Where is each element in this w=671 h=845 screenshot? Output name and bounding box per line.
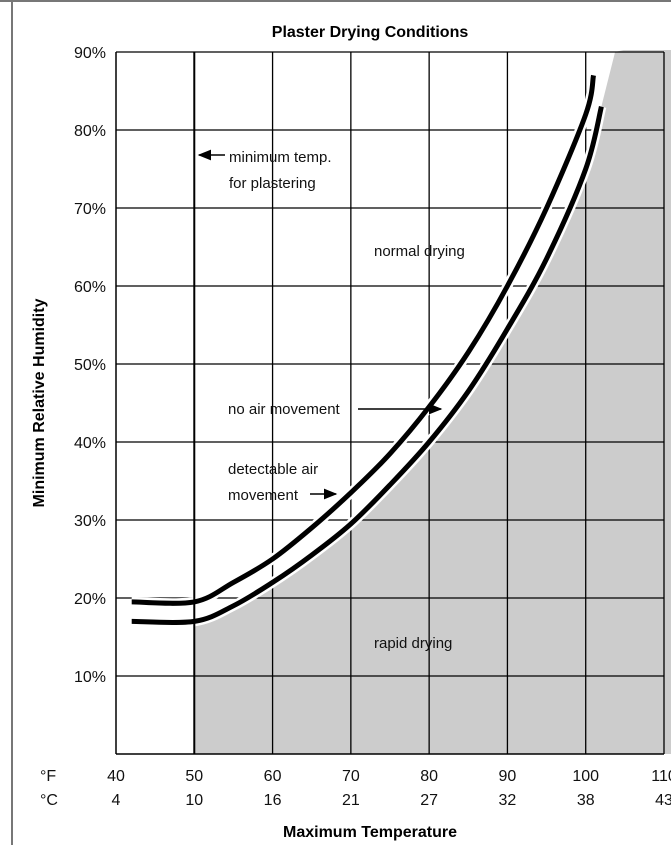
y-tick-label: 70% (74, 201, 106, 218)
annotation-normal-drying: normal drying (374, 243, 465, 260)
x-tick-label-f: 110 (651, 768, 671, 785)
y-tick-label: 10% (74, 669, 106, 686)
annotation-no-air-movement: no air movement (228, 401, 341, 418)
rapid-drying-region (194, 50, 671, 754)
x-tick-label-c: 21 (342, 792, 360, 809)
x-tick-label-c: 27 (420, 792, 438, 809)
x-tick-label-c: 4 (112, 792, 121, 809)
frame-top-border (0, 0, 671, 2)
chart-title: Plaster Drying Conditions (272, 24, 469, 41)
y-tick-label: 50% (74, 357, 106, 374)
y-tick-label: 20% (74, 591, 106, 608)
x-tick-label-f: 100 (572, 768, 599, 785)
x-tick-label-c: 16 (264, 792, 282, 809)
annotation-rapid-drying: rapid drying (374, 635, 452, 652)
annotation-min-temp-line-1: minimum temp. (229, 149, 332, 166)
x-tick-label-c: 32 (499, 792, 517, 809)
x-tick-label-c: 43 (655, 792, 671, 809)
series-line-detectable-air-movement (131, 105, 604, 626)
x-tick-label-c: 38 (577, 792, 595, 809)
series-layer (131, 74, 607, 628)
y-tick-labels: 10% 20% 30% 40% 50% 60% 70% 80% 90% (74, 45, 106, 686)
y-axis-title: Minimum Relative Humidity (31, 298, 48, 507)
x-tick-label-f: 90 (499, 768, 517, 785)
frame-left-border (11, 0, 13, 845)
y-tick-label: 60% (74, 279, 106, 296)
y-tick-label: 40% (74, 435, 106, 452)
x-tick-label-f: 80 (420, 768, 438, 785)
annotation-min-temp-line-2: for plastering (229, 175, 316, 192)
x-tick-label-f: 50 (185, 768, 203, 785)
annotation-detectable-line-1: detectable air (228, 461, 318, 478)
x-tick-labels: 40 50 60 70 80 90 100 110 4 10 16 21 27 32 38 43 (107, 768, 671, 809)
x-tick-label-c: 10 (185, 792, 203, 809)
x-tick-label-f: 70 (342, 768, 360, 785)
x-axis-title: Maximum Temperature (283, 824, 457, 841)
y-tick-label: 80% (74, 123, 106, 140)
x-unit-label-f: °F (40, 768, 56, 785)
x-unit-label-c: °C (40, 792, 58, 809)
series-line-no-air-movement (131, 74, 596, 606)
x-tick-label-f: 40 (107, 768, 125, 785)
y-tick-label: 30% (74, 513, 106, 530)
y-tick-label: 90% (74, 45, 106, 62)
annotation-detectable-line-2: movement (228, 487, 299, 504)
x-tick-label-f: 60 (264, 768, 282, 785)
